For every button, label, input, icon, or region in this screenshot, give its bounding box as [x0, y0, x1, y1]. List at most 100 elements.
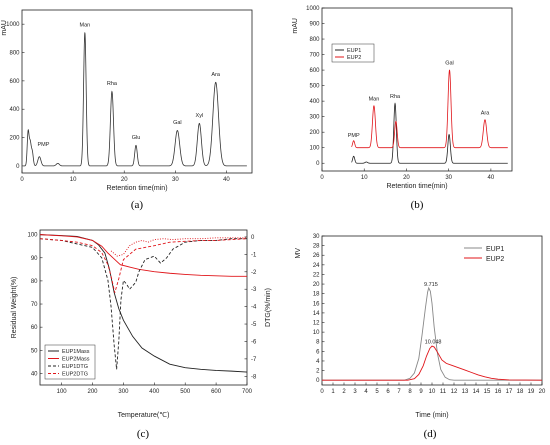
peak-label: PMP	[38, 142, 50, 148]
peak-label: Ara	[481, 110, 491, 116]
y-tick-label: 12	[313, 321, 320, 327]
peak-label: Gal	[445, 61, 454, 67]
x-tick-label: 10	[361, 175, 368, 181]
x-tick-label: 30	[172, 177, 179, 183]
x-tick-label: 500	[180, 389, 191, 395]
series-line-eup2	[322, 345, 543, 381]
y-tick-label: 800	[9, 51, 20, 57]
peak-label: Man	[369, 96, 380, 102]
y-tick-label: 0	[316, 378, 320, 384]
panel-label: (a)	[131, 199, 144, 211]
x-axis-label: Retention time(min)	[106, 185, 167, 192]
y2-tick-label: -1	[251, 252, 257, 258]
peak-label: Ara	[211, 72, 221, 78]
y-tick-label: 400	[309, 99, 320, 105]
y-tick-label: 300	[309, 115, 320, 121]
series-line-eup1	[322, 286, 542, 381]
legend-entry: EUP1DTG	[62, 364, 88, 370]
panel-label: (b)	[411, 199, 424, 211]
x-tick-label: 16	[495, 389, 502, 395]
y-axis-label: mAU	[1, 20, 8, 36]
y-tick-label: 50	[31, 348, 38, 354]
y-tick-label: 40	[31, 371, 38, 377]
y-axis-label: Residual Weight(%)	[11, 277, 18, 339]
x-tick-label: 11	[440, 389, 447, 395]
x-tick-label: 8	[408, 389, 412, 395]
legend-entry: EUP1Mass	[62, 349, 90, 355]
y-tick-label: 1000	[6, 22, 20, 28]
x-tick-label: 6	[386, 389, 390, 395]
y-tick-label: 600	[9, 79, 20, 85]
y-tick-label: 30	[313, 234, 320, 240]
y2-tick-label: -7	[251, 357, 257, 363]
y-tick-label: 800	[309, 37, 320, 43]
y-tick-label: 20	[313, 282, 320, 288]
y-axis-label: mAU	[292, 18, 299, 34]
y-tick-label: 26	[313, 253, 320, 259]
peak-label: Xyl	[196, 113, 204, 119]
x-tick-label: 7	[397, 389, 401, 395]
x-tick-label: 2	[342, 389, 346, 395]
chart-c: 100 200 300 400 500 600 700 40 50 60 70 80 90 100 Temp…	[11, 229, 272, 440]
y-tick-label: 28	[313, 244, 320, 250]
x-tick-label: 3	[353, 389, 357, 395]
y-tick-label: 24	[313, 263, 320, 269]
x-axis-label: Retention time(min)	[386, 183, 447, 190]
x-tick-label: 400	[149, 389, 160, 395]
peak-label: 10.048	[425, 340, 442, 346]
x-tick-label: 100	[57, 389, 68, 395]
panel-label: (c)	[137, 428, 150, 440]
y-tick-label: 400	[9, 107, 20, 113]
y2-tick-label: -4	[251, 305, 257, 311]
series-line-eup1dtg	[39, 238, 247, 370]
y2-tick-label: -8	[251, 374, 257, 380]
y-tick-label: 18	[313, 292, 320, 298]
x-tick-label: 20	[121, 177, 128, 183]
x-tick-label: 20	[539, 389, 546, 395]
y-tick-label: 100	[27, 233, 38, 239]
legend-entry: EUP2	[347, 55, 361, 61]
x-tick-label: 0	[320, 389, 324, 395]
y-tick-label: 200	[309, 130, 320, 136]
y-tick-label: 4	[316, 359, 320, 365]
x-tick-label: 20	[403, 175, 410, 181]
y-tick-label: 2	[316, 369, 320, 375]
legend-entry: EUP2Mass	[62, 357, 90, 363]
y-tick-label: 900	[309, 22, 320, 28]
y2-tick-label: 0	[251, 235, 255, 241]
y-tick-label: 700	[309, 53, 320, 59]
x-tick-label: 10	[429, 389, 436, 395]
y-tick-label: 22	[313, 272, 320, 278]
x-tick-label: 13	[462, 389, 469, 395]
plot-frame	[21, 9, 253, 174]
series-line-eup2	[351, 69, 508, 149]
x-tick-label: 40	[488, 175, 495, 181]
y-tick-label: 600	[309, 68, 320, 74]
y-tick-label: 70	[31, 302, 38, 308]
y-tick-label: 200	[9, 136, 20, 142]
y-axis-label: MV	[295, 248, 302, 259]
x-tick-label: 200	[88, 389, 99, 395]
legend-entry: EUP1	[347, 48, 361, 54]
y-tick-label: 14	[313, 311, 320, 317]
x-tick-label: 18	[517, 389, 524, 395]
series-line-eup2mass	[39, 234, 247, 277]
x-tick-label: 0	[320, 175, 324, 181]
x-tick-label: 19	[528, 389, 535, 395]
x-tick-label: 4	[364, 389, 368, 395]
y2-tick-label: -5	[251, 322, 257, 328]
x-tick-label: 12	[451, 389, 458, 395]
series-line-eup2dtg-dot	[110, 237, 247, 257]
x-tick-label: 1	[331, 389, 335, 395]
y-tick-label: 80	[31, 279, 38, 285]
x-tick-label: 700	[242, 389, 253, 395]
y-tick-label: 1000	[306, 6, 320, 12]
legend-entry: EUP1	[486, 246, 504, 253]
x-tick-label: 30	[445, 175, 452, 181]
peak-label: Gal	[173, 120, 182, 126]
peak-label: Rha	[390, 94, 401, 100]
x-tick-label: 15	[484, 389, 491, 395]
series-line-eup1	[351, 102, 508, 164]
peak-label: Rha	[107, 81, 118, 87]
